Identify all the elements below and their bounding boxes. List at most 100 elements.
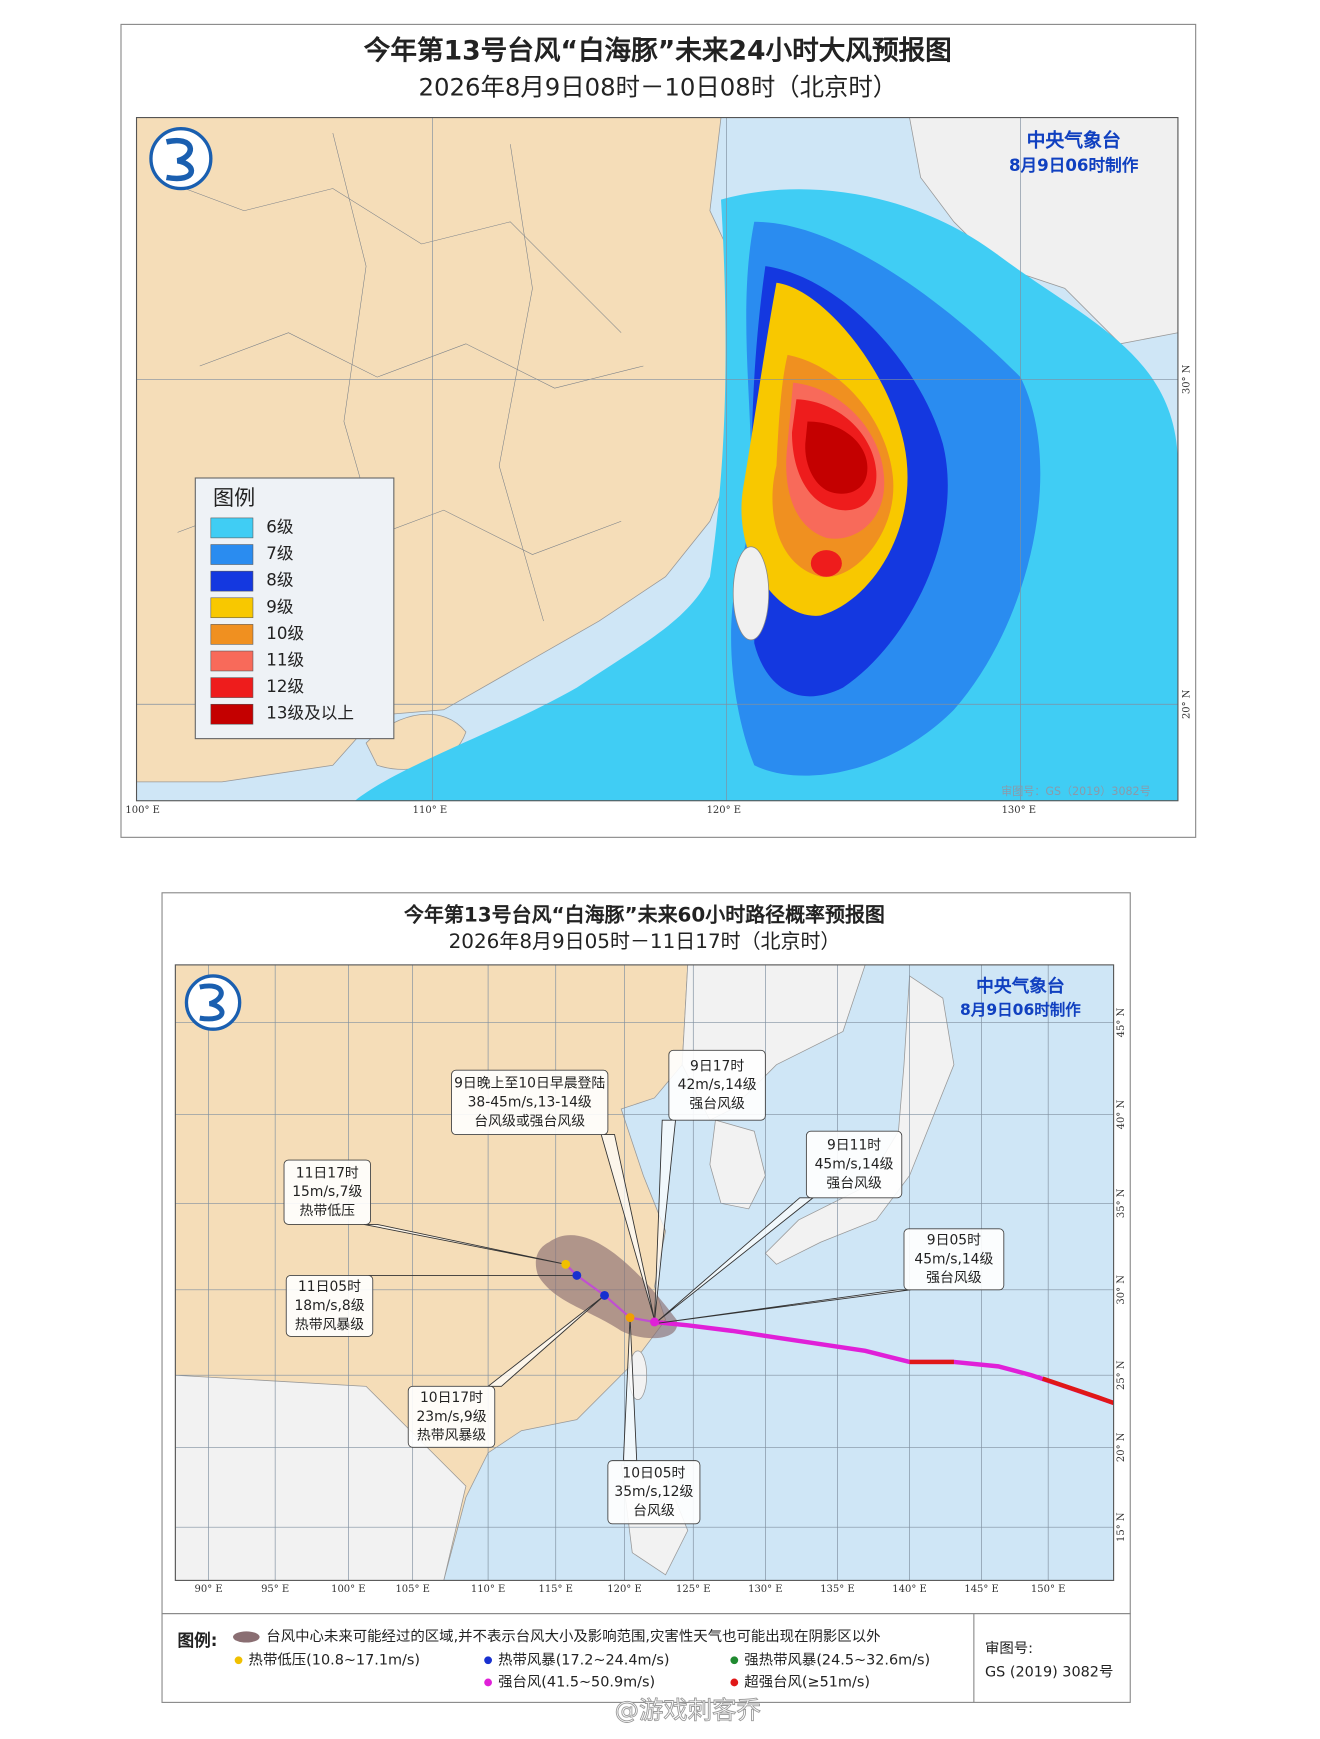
land-northeast: [909, 117, 1178, 345]
callout-box: [805, 1130, 903, 1199]
callout-leader: [656, 1197, 815, 1323]
callout-text: 45m/s,14级: [815, 1157, 894, 1173]
callout-text: 10日05时: [622, 1465, 685, 1481]
legend-title: 图例: [213, 485, 255, 510]
issued: 8月9日06时制作: [1009, 155, 1139, 175]
korea: [709, 1119, 766, 1210]
callout-text: 热带风暴级: [417, 1428, 486, 1444]
legend-label: 13级及以上: [266, 704, 354, 723]
map2-subtitle: 2026年8月9日05时－11日17时（北京时）: [449, 929, 841, 953]
lon-label: 150° E: [1031, 1584, 1065, 1595]
legend-label: 强台风(41.5~50.9m/s): [498, 1673, 655, 1690]
map2-title: 今年第13号台风“白海豚”未来60小时路径概率预报图: [403, 903, 885, 927]
land-south: [175, 1374, 467, 1581]
lon-label: 120° E: [607, 1584, 641, 1595]
wind-field: [355, 189, 1178, 801]
callout-text: 强台风级: [826, 1175, 882, 1191]
track: [654, 1319, 1114, 1406]
lat-label: 35° N: [1116, 1188, 1127, 1218]
lat-label: 30° N: [1116, 1275, 1127, 1305]
legend-marker: [484, 1656, 492, 1665]
lon-label: 140° E: [892, 1584, 926, 1595]
legend-label: 7级: [266, 544, 294, 563]
track-point: [572, 1270, 582, 1280]
lon-label: 130° E: [748, 1584, 782, 1595]
callout-text: 11日05时: [298, 1279, 361, 1295]
callout-text: 9日05时: [927, 1232, 981, 1248]
lat-label: 30° N: [1181, 364, 1192, 394]
legend-note: 台风中心未来可能经过的区域,并不表示台风大小及影响范围,灾害性天气也可能出现在阴…: [266, 1628, 880, 1645]
legend-label: 热带风暴(17.2~24.4m/s): [498, 1651, 669, 1668]
legend-swatch: [210, 650, 254, 672]
callout-text: 强台风级: [926, 1270, 982, 1286]
callout-text: 9日11时: [827, 1138, 881, 1154]
lon-label: 100° E: [125, 805, 159, 816]
logo: [184, 974, 242, 1031]
lat-label: 45° N: [1116, 1007, 1127, 1037]
lon-label: 100° E: [331, 1584, 365, 1595]
callout-leader: [486, 1295, 605, 1387]
taiwan: [732, 546, 770, 641]
callout-text: 强台风级: [689, 1096, 745, 1112]
legend-marker: [730, 1656, 739, 1665]
callout-box: [451, 1069, 609, 1136]
legend-label: 强热带风暴(24.5~32.6m/s): [744, 1651, 930, 1668]
callout-box: [903, 1228, 1005, 1291]
legend-title: 图例:: [178, 1630, 218, 1650]
callout-box: [668, 1049, 766, 1121]
review-label: 审图号:: [985, 1640, 1033, 1657]
track-point: [625, 1313, 635, 1322]
lon-label: 145° E: [964, 1584, 998, 1595]
lon-label: 135° E: [820, 1584, 854, 1595]
callout-leader: [658, 1289, 911, 1324]
lon-label: 110° E: [471, 1584, 505, 1595]
legend-label: 超强台风(≥51m/s): [744, 1673, 870, 1690]
callout-text: 42m/s,14级: [678, 1077, 757, 1093]
lat-label: 20° N: [1116, 1432, 1127, 1462]
agency: 中央气象台: [1027, 128, 1121, 151]
legend: 图例 6级 7级 8级 9级 10级 11级 12级 13级及以上: [194, 477, 395, 740]
callout-text: 10日17时: [420, 1390, 483, 1406]
map-watermark: 审图号：GS（2019）3082号: [1001, 784, 1151, 798]
callout-text: 9日17时: [690, 1058, 744, 1074]
legend-marker: [234, 1656, 243, 1665]
legend-swatch: [210, 677, 254, 698]
callout-leaders: [363, 1119, 911, 1462]
callout-box: [283, 1159, 371, 1225]
issued: 8月9日06时制作: [960, 1000, 1081, 1019]
legend-swatch: [210, 703, 254, 725]
legend-label: 9级: [266, 597, 294, 616]
review-number: GS (2019) 3082号: [985, 1664, 1113, 1680]
legend-label: 6级: [266, 517, 294, 536]
callout-box: [407, 1385, 496, 1448]
watermark: @游戏刺客乔: [615, 1695, 761, 1724]
lon-label: 95° E: [261, 1584, 289, 1595]
track-point: [600, 1290, 609, 1300]
callout-text: 35m/s,12级: [614, 1484, 693, 1500]
callout-leader: [363, 1223, 566, 1265]
track-super: [1041, 1376, 1114, 1406]
legend-swatch: [210, 624, 254, 645]
legend-swatch: [210, 544, 254, 565]
callout-text: 台风级或强台风级: [474, 1113, 585, 1129]
callout-text: 11日17时: [296, 1165, 359, 1181]
legend-box: [161, 1613, 1131, 1703]
lon-label: 110° E: [413, 805, 447, 816]
legend-label: 8级: [266, 571, 294, 590]
legend-label: 11级: [266, 650, 304, 669]
legend-swatch: [210, 570, 254, 592]
legend-swatch: [210, 517, 254, 539]
legend-marker: [484, 1678, 492, 1687]
map1-map: 审图号：GS（2019）3082号: [136, 117, 1178, 801]
logo: [149, 126, 213, 191]
map2-border: [174, 964, 1115, 1581]
axis-labels: 90° E 95° E 100° E 105° E 110° E 115° E 120° E…: [195, 1007, 1127, 1594]
lon-label: 90° E: [195, 1584, 223, 1595]
callout-text: 45m/s,14级: [914, 1251, 993, 1267]
legend-label: 12级: [266, 677, 304, 696]
callout-text: 台风级: [633, 1503, 675, 1519]
lat-label: 20° N: [1181, 689, 1192, 719]
